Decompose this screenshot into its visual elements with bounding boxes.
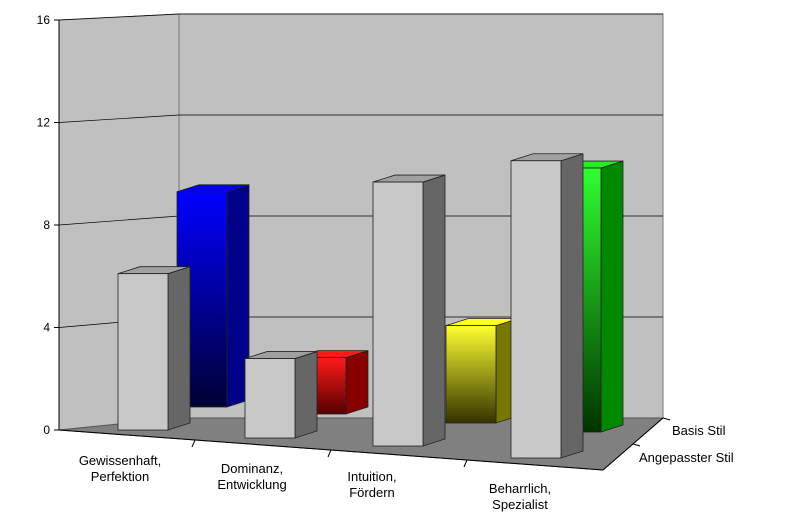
- y-tick-label: 16: [37, 13, 51, 27]
- category-label: Gewissenhaft, Perfektion: [79, 453, 161, 484]
- series-labels: Basis Stil Angepasster Stil: [632, 417, 734, 465]
- bars: [117, 153, 624, 459]
- y-tick-label: 12: [37, 116, 51, 130]
- bar-angepasster-stil-1: [117, 266, 191, 431]
- category-tick-mark: [191, 439, 196, 448]
- bar-basis-stil-4-side: [600, 160, 624, 433]
- series-label: Angepasster Stil: [639, 450, 734, 465]
- bar-basis-stil-2-side: [345, 350, 369, 415]
- y-tick-label: 8: [43, 218, 50, 232]
- gridline-side: [58, 114, 180, 123]
- bar-angepasster-stil-3-front: [372, 181, 424, 447]
- bar-angepasster-stil-3-side: [422, 174, 446, 447]
- bar-basis-stil-3-front: [445, 325, 497, 424]
- y-tick-labels: 0 4 8 12 16: [37, 13, 51, 437]
- gridline-side: [58, 215, 180, 226]
- bar-angepasster-stil-1-front: [117, 273, 169, 431]
- bar-angepasster-stil-2: [244, 351, 318, 439]
- depth-tick-mark: [632, 443, 641, 447]
- category-label-line: Beharrlich,: [489, 481, 551, 496]
- y-tick-label: 0: [43, 423, 50, 437]
- category-label: Beharrlich, Spezialist: [489, 481, 551, 512]
- category-label-line: Entwicklung: [217, 477, 286, 492]
- gridline-side: [58, 13, 180, 21]
- bar-angepasster-stil-2-side: [294, 351, 318, 439]
- bar-angepasster-stil-3: [372, 174, 446, 447]
- depth-tick-mark: [662, 417, 671, 421]
- category-label-line: Spezialist: [492, 497, 548, 512]
- y-tick-label: 4: [43, 321, 50, 335]
- bar-angepasster-stil-4-side: [560, 153, 584, 459]
- bar-angepasster-stil-2-front: [244, 358, 296, 439]
- category-label-line: Perfektion: [91, 469, 150, 484]
- bar-angepasster-stil-4: [510, 153, 584, 459]
- category-label-line: Dominanz,: [221, 461, 283, 476]
- bar-angepasster-stil-4-front: [510, 160, 562, 459]
- category-tick-mark: [327, 449, 332, 458]
- bar-basis-stil-3: [445, 318, 519, 424]
- series-label: Basis Stil: [672, 423, 726, 438]
- category-label: Intuition, Fördern: [347, 469, 396, 500]
- bar-angepasster-stil-1-side: [167, 266, 191, 431]
- category-label-line: Fördern: [349, 485, 395, 500]
- category-label-line: Gewissenhaft,: [79, 453, 161, 468]
- category-tick-mark: [463, 459, 468, 468]
- category-labels: Gewissenhaft, Perfektion Dominanz, Entwickl…: [79, 439, 551, 512]
- category-label-line: Intuition,: [347, 469, 396, 484]
- category-label: Dominanz, Entwicklung: [217, 461, 286, 492]
